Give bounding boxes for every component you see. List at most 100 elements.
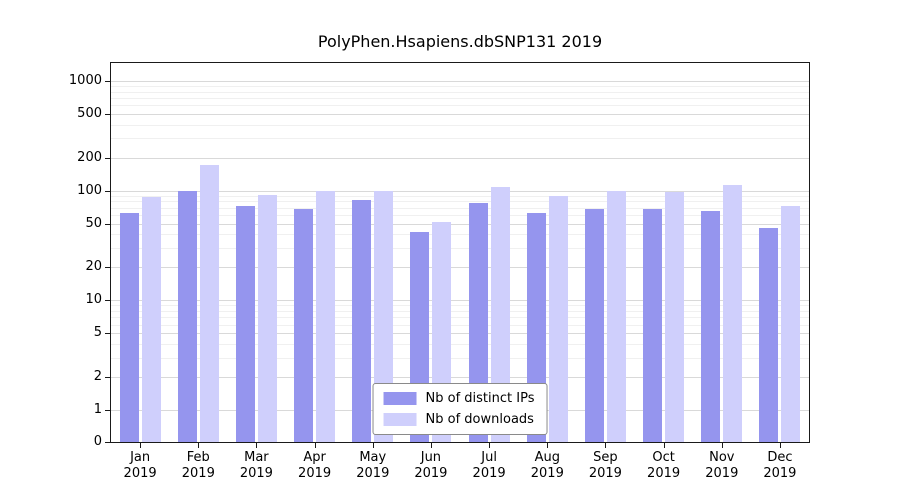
y-tick-label: 5 (93, 325, 102, 341)
chart-title: PolyPhen.Hsapiens.dbSNP131 2019 (317, 32, 603, 51)
y-tick-mark (105, 333, 110, 335)
y-tick-label: 0 (93, 434, 102, 449)
x-tick-mark (489, 443, 491, 448)
gridline (111, 195, 809, 197)
x-tick-label: Jan 2019 (123, 450, 157, 481)
bar-distinct-ips (643, 209, 663, 442)
y-tick-mark (105, 300, 110, 302)
gridline (111, 215, 809, 216)
y-tick-mark (105, 114, 110, 115)
legend-label-downloads: Nb of downloads (425, 412, 534, 427)
bar-distinct-ips (759, 227, 779, 442)
y-tick-mark (105, 410, 110, 411)
x-tick-mark (779, 443, 781, 448)
bar-distinct-ips (352, 200, 372, 442)
x-tick-label: Oct 2019 (647, 450, 681, 481)
bar-downloads (257, 194, 277, 442)
legend: Nb of distinct IPs Nb of downloads (372, 383, 548, 435)
x-tick-label: Nov 2019 (705, 450, 739, 481)
x-tick-label: Jul 2019 (472, 450, 506, 481)
gridline (111, 324, 809, 326)
gridline (111, 344, 809, 345)
plot-area: Nb of distinct IPs Nb of downloads (110, 62, 810, 443)
legend-swatch-distinct-ips (383, 392, 417, 405)
y-tick-mark (105, 442, 110, 443)
x-tick-mark (430, 443, 432, 448)
gridline (111, 201, 809, 203)
y-tick-label: 500 (77, 106, 102, 121)
legend-swatch-downloads (383, 413, 417, 426)
y-tick-label: 20 (85, 259, 102, 275)
gridline (111, 377, 809, 378)
gridline (111, 223, 809, 225)
x-tick-label: Jun 2019 (414, 450, 448, 481)
bar-distinct-ips (177, 190, 197, 442)
bar-distinct-ips (701, 211, 721, 442)
bar-downloads (374, 190, 394, 442)
bar-distinct-ips (119, 213, 139, 442)
y-tick-label: 2 (93, 369, 102, 384)
legend-item-downloads: Nb of downloads (383, 412, 535, 427)
y-tick-label: 1000 (68, 73, 102, 88)
y-tick-label: 100 (77, 182, 102, 198)
bar-downloads (781, 206, 801, 442)
y-tick-label: 1 (93, 402, 102, 417)
gridline (111, 300, 809, 302)
bar-downloads (723, 185, 743, 442)
gridline (111, 357, 809, 359)
gridline (111, 124, 809, 126)
bar-downloads (606, 190, 626, 442)
y-tick-mark (105, 190, 110, 192)
x-tick-label: Mar 2019 (239, 450, 273, 481)
x-tick-label: May 2019 (356, 450, 390, 481)
bar-downloads (316, 190, 336, 442)
gridline (111, 81, 809, 82)
gridline (111, 305, 809, 307)
bar-distinct-ips (468, 202, 488, 442)
bar-distinct-ips (294, 209, 314, 442)
gridline (111, 234, 809, 236)
x-tick-mark (547, 443, 549, 448)
gridline (111, 248, 809, 249)
gridline (111, 157, 809, 159)
x-tick-mark (372, 443, 374, 448)
y-tick-mark (105, 377, 110, 378)
gridline (111, 311, 809, 312)
x-tick-mark (663, 443, 665, 448)
legend-label-distinct-ips: Nb of distinct IPs (425, 391, 535, 406)
x-tick-mark (198, 443, 200, 448)
y-tick-mark (105, 81, 110, 82)
y-tick-mark (105, 267, 110, 269)
gridline (111, 91, 809, 93)
bar-downloads (548, 195, 568, 442)
y-tick-label: 200 (77, 149, 102, 165)
x-tick-label: Aug 2019 (530, 450, 564, 481)
gridline (111, 98, 809, 99)
bar-downloads (665, 192, 685, 442)
bar-downloads (490, 187, 510, 442)
y-tick-label: 10 (85, 292, 102, 308)
x-tick-label: Feb 2019 (181, 450, 215, 481)
y-tick-mark (105, 157, 110, 159)
x-tick-label: Dec 2019 (763, 450, 797, 481)
gridline (111, 207, 809, 209)
y-tick-mark (105, 223, 110, 225)
x-tick-mark (721, 443, 723, 448)
gridline (111, 190, 809, 192)
x-tick-mark (140, 443, 142, 448)
x-tick-mark (314, 443, 316, 448)
gridline (111, 114, 809, 115)
x-tick-label: Apr 2019 (298, 450, 332, 481)
bar-downloads (141, 196, 161, 442)
bar-downloads (199, 165, 219, 442)
bar-distinct-ips (584, 209, 604, 442)
y-tick-label: 50 (85, 215, 102, 231)
gridline (111, 86, 809, 87)
bar-distinct-ips (235, 206, 255, 442)
legend-item-distinct-ips: Nb of distinct IPs (383, 391, 535, 406)
x-tick-mark (605, 443, 607, 448)
gridline (111, 138, 809, 140)
gridline (111, 317, 809, 319)
x-tick-mark (256, 443, 258, 448)
